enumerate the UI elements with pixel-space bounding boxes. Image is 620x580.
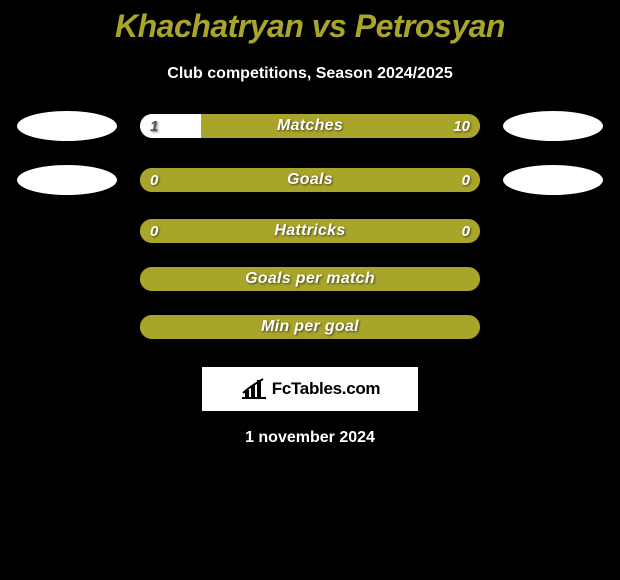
logo-text: FcTables.com — [272, 379, 381, 399]
stat-label: Goals per match — [140, 267, 480, 291]
stats-bars-icon — [240, 378, 268, 400]
player-avatar-left — [17, 165, 117, 195]
logo-box: FcTables.com — [202, 367, 418, 411]
stat-row: 00Hattricks — [8, 219, 612, 243]
page-title: Khachatryan vs Petrosyan — [0, 8, 620, 45]
avatar-slot-right — [498, 165, 608, 195]
avatar-slot-left — [12, 165, 122, 195]
stat-label: Goals — [140, 168, 480, 192]
avatar-slot-right — [498, 111, 608, 141]
stat-bar: Min per goal — [140, 315, 480, 339]
date-label: 1 november 2024 — [0, 429, 620, 447]
stat-row: Goals per match — [8, 267, 612, 291]
stat-label: Matches — [140, 114, 480, 138]
stat-row: Min per goal — [8, 315, 612, 339]
avatar-slot-left — [12, 111, 122, 141]
page-subtitle: Club competitions, Season 2024/2025 — [0, 65, 620, 83]
stat-bar: 00Goals — [140, 168, 480, 192]
stat-label: Hattricks — [140, 219, 480, 243]
stat-bar: Goals per match — [140, 267, 480, 291]
stat-bar: 00Hattricks — [140, 219, 480, 243]
stat-row: 110Matches — [8, 111, 612, 141]
player-avatar-right — [503, 111, 603, 141]
player-avatar-left — [17, 111, 117, 141]
comparison-infographic: Khachatryan vs Petrosyan Club competitio… — [0, 0, 620, 447]
stat-row: 00Goals — [8, 165, 612, 195]
stat-rows: 110Matches 00Goals 00Hattricks Goals per ma… — [0, 111, 620, 339]
stat-label: Min per goal — [140, 315, 480, 339]
player-avatar-right — [503, 165, 603, 195]
stat-bar: 110Matches — [140, 114, 480, 138]
